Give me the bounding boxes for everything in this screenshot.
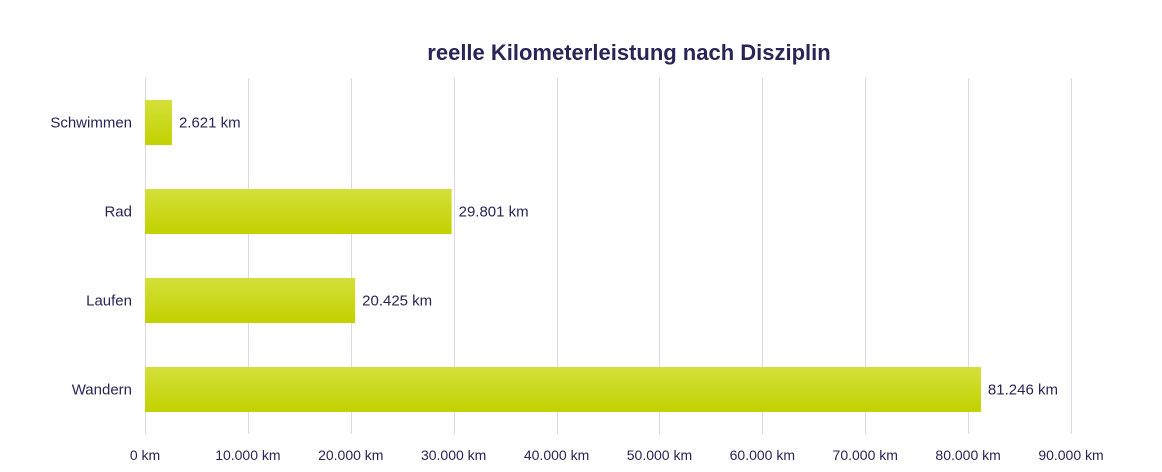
x-axis-tick-labels: 0 km 10.000 km 20.000 km 30.000 km 40.000 km… bbox=[130, 447, 1104, 463]
x-tick-label: 50.000 km bbox=[627, 447, 692, 463]
category-label: Laufen bbox=[86, 293, 132, 310]
grid-lines bbox=[145, 78, 1072, 434]
x-tick-label: 20.000 km bbox=[318, 447, 383, 463]
x-tick-label: 10.000 km bbox=[215, 447, 280, 463]
category-labels: Schwimmen Rad Laufen Wandern bbox=[50, 115, 132, 399]
bars bbox=[145, 100, 981, 412]
data-label: 20.425 km bbox=[362, 293, 432, 310]
x-tick-label: 90.000 km bbox=[1038, 447, 1103, 463]
x-tick-label: 80.000 km bbox=[935, 447, 1000, 463]
category-label: Wandern bbox=[72, 382, 132, 399]
x-tick-label: 40.000 km bbox=[524, 447, 589, 463]
x-tick-label: 0 km bbox=[130, 447, 160, 463]
x-tick-label: 30.000 km bbox=[421, 447, 486, 463]
category-label: Schwimmen bbox=[50, 115, 132, 132]
bar-laufen bbox=[145, 278, 356, 323]
chart-title: reelle Kilometerleistung nach Disziplin bbox=[427, 40, 830, 65]
x-tick-label: 60.000 km bbox=[730, 447, 795, 463]
bar-schwimmen bbox=[145, 100, 172, 145]
data-label: 81.246 km bbox=[988, 382, 1058, 399]
data-label: 29.801 km bbox=[459, 204, 529, 221]
category-label: Rad bbox=[104, 204, 132, 221]
data-labels: 2.621 km 29.801 km 20.425 km 81.246 km bbox=[179, 115, 1058, 399]
bar-rad bbox=[145, 189, 452, 234]
data-label: 2.621 km bbox=[179, 115, 241, 132]
x-tick-label: 70.000 km bbox=[833, 447, 898, 463]
bar-wandern bbox=[145, 367, 981, 412]
